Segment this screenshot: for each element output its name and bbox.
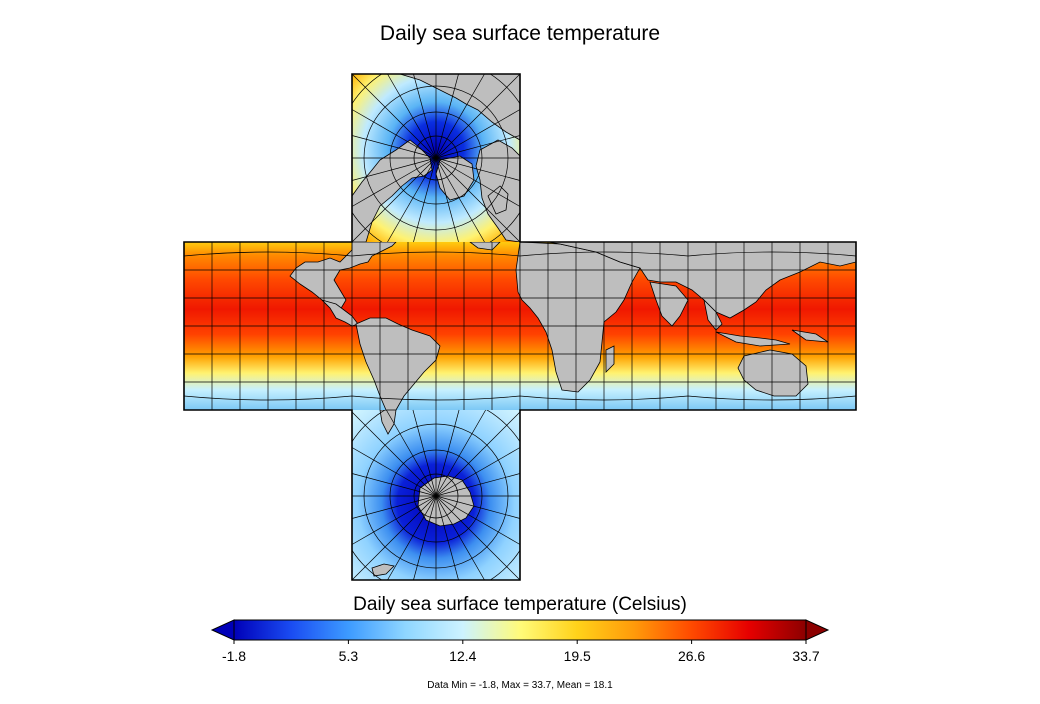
polar-meridian-line [351, 447, 437, 497]
land-north-asia [352, 74, 520, 141]
polar-meridian-line [413, 495, 437, 581]
polar-meridian-line [435, 135, 521, 159]
polar-meridian-line [351, 495, 437, 519]
polar-meridian-line [351, 109, 437, 159]
polar-meridian-line [351, 157, 437, 181]
colorbar-arrow-low [210, 619, 235, 641]
polar-meridian-line [351, 157, 437, 207]
colorbar-tick-label: 12.4 [449, 648, 477, 664]
land-madagascar [605, 345, 615, 373]
colorbar-tick-label: -1.8 [221, 648, 247, 664]
land-central-america [320, 299, 359, 327]
polar-meridian-line [435, 447, 521, 497]
polar-meridian-line [435, 409, 486, 497]
colorbar-tick-label: 19.5 [563, 648, 591, 664]
land-scandinavia [487, 185, 509, 215]
polar-meridian-line [435, 473, 521, 497]
land-india [649, 281, 689, 327]
land-south-america-tip [379, 410, 397, 435]
polar-meridian-line [435, 73, 485, 159]
polar-meridian-line [351, 135, 437, 159]
land-nz [371, 563, 395, 577]
polar-meridian-line [386, 409, 437, 497]
colorbar-tick-label: 26.6 [677, 648, 706, 664]
polar-meridian-line [435, 157, 459, 243]
polar-meridian-line [351, 495, 437, 545]
polar-meridian-line [351, 473, 437, 497]
polar-meridian-line [387, 73, 437, 159]
polar-meridian-line [435, 495, 521, 519]
polar-meridian-line [435, 157, 521, 181]
polar-meridian-line [435, 73, 521, 159]
data-stats: Data Min = -1.8, Max = 33.7, Mean = 18.1 [427, 680, 613, 691]
polar-meridian-line [435, 495, 521, 581]
polar-meridian-line [435, 157, 521, 243]
polar-meridian-line [351, 73, 437, 159]
polar-meridian-line [412, 409, 437, 497]
colorbar-title: Daily sea surface temperature (Celsius) [353, 594, 687, 615]
map-title: Daily sea surface temperature [379, 22, 661, 45]
polar-meridian-line [435, 409, 460, 497]
land-europe-asia [547, 242, 856, 319]
colorbar-ramp [233, 619, 807, 641]
polar-meridian-line [435, 495, 485, 581]
land-australia [737, 349, 809, 397]
land-south-america [355, 317, 441, 410]
land-greenland [435, 155, 475, 201]
polar-meridian-line [351, 495, 437, 581]
polar-meridian-line [413, 157, 437, 243]
colorbar-tick-label: 5.3 [338, 648, 359, 664]
land-southeast-asia [703, 298, 723, 331]
polar-meridian-line [351, 157, 437, 243]
polar-meridian-line [387, 157, 437, 243]
polar-meridian-line [413, 73, 437, 159]
polar-meridian-line [387, 495, 437, 581]
polar-meridian-line [435, 157, 521, 207]
polar-meridian-line [435, 495, 459, 581]
colorbar-arrow-high [805, 619, 830, 641]
polar-meridian-line [351, 411, 437, 497]
polar-meridian-line [435, 109, 521, 159]
colorbar-tick-label: 33.7 [792, 648, 820, 664]
polar-meridian-line [435, 495, 521, 545]
polar-meridian-line [435, 157, 485, 243]
land-north-america-arctic [352, 139, 433, 242]
polar-meridian-line [435, 73, 459, 159]
cube-outline [183, 73, 857, 581]
polar-meridian-line [435, 411, 521, 497]
land-indonesia [715, 331, 791, 347]
